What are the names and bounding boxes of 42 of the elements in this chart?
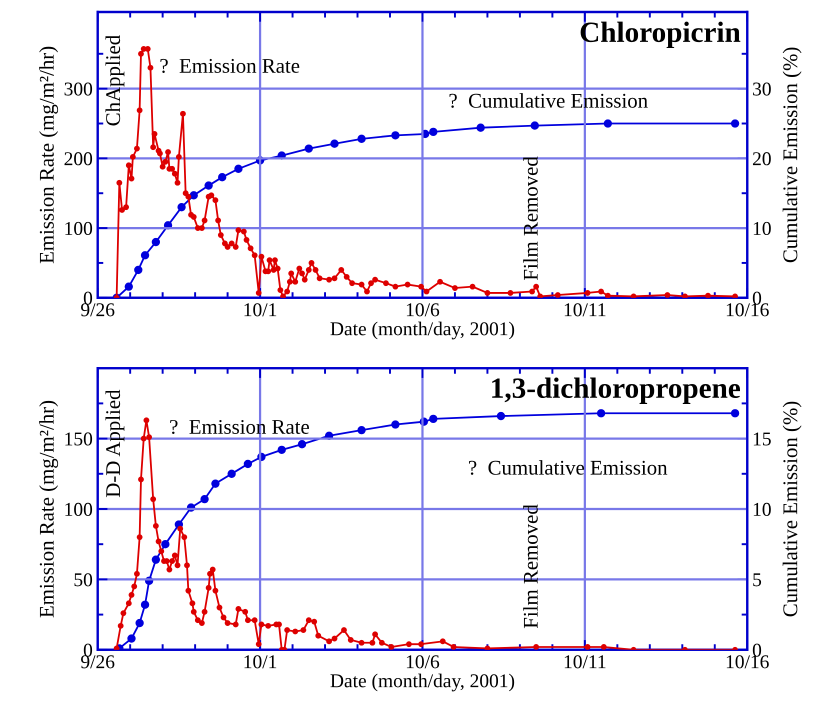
y-axis-title: Emission Rate (mg/m²/hr) — [39, 400, 58, 618]
y-axis-title: Emission Rate (mg/m²/hr) — [39, 46, 58, 264]
x-tick-label: 9/26 — [81, 655, 114, 668]
y-tick-label: 0 — [84, 292, 92, 305]
annotation: Film Removed — [523, 504, 538, 628]
annotation: ? Emission Rate — [160, 58, 300, 74]
x-tick-label: 10/6 — [406, 655, 440, 668]
y2-axis-title: Cumulative Emission (%) — [782, 402, 802, 616]
annotation: ? Emission Rate — [170, 420, 310, 434]
y2-tick-label: 10 — [754, 502, 771, 516]
annotation: ChApplied — [105, 35, 124, 126]
chart-title: Chloropicrin — [580, 22, 740, 48]
x-tick-label: 10/16 — [726, 655, 769, 668]
x-tick-label: 10/1 — [244, 303, 276, 316]
annotation: Film Removed — [523, 156, 538, 280]
chart-title: 1,3-dichloropropene — [492, 377, 740, 404]
x-axis-title: Date (month/day, 2001) — [330, 674, 514, 692]
y2-tick-label: 30 — [753, 82, 771, 96]
y-tick-label: 50 — [74, 573, 92, 586]
y-tick-label: 150 — [65, 432, 92, 446]
annotation: ? Cumulative Emission — [469, 460, 668, 475]
y-tick-label: 100 — [65, 222, 92, 236]
x-tick-label: 9/26 — [81, 303, 114, 316]
x-tick-label: 10/16 — [726, 303, 769, 316]
x-tick-label: 10/11 — [564, 303, 606, 316]
y2-tick-label: 10 — [754, 222, 771, 236]
x-tick-label: 10/11 — [564, 655, 606, 668]
annotation: ? Cumulative Emission — [450, 93, 648, 108]
y-tick-label: 0 — [84, 644, 92, 657]
y-tick-label: 200 — [64, 152, 92, 166]
x-tick-label: 10/6 — [406, 303, 440, 316]
y2-tick-label: 5 — [753, 573, 762, 586]
y2-tick-label: 20 — [752, 152, 771, 166]
y-tick-label: 300 — [64, 82, 92, 96]
y-tick-label: 100 — [65, 502, 92, 516]
annotation: D-D Applied — [105, 390, 124, 498]
x-tick-label: 10/1 — [244, 655, 276, 668]
y2-tick-label: 15 — [754, 432, 771, 446]
y2-axis-title: Cumulative Emission (%) — [782, 48, 802, 262]
y2-tick-label: 0 — [752, 644, 762, 657]
x-axis-title: Date (month/day, 2001) — [330, 322, 514, 340]
y2-tick-label: 0 — [752, 292, 762, 305]
